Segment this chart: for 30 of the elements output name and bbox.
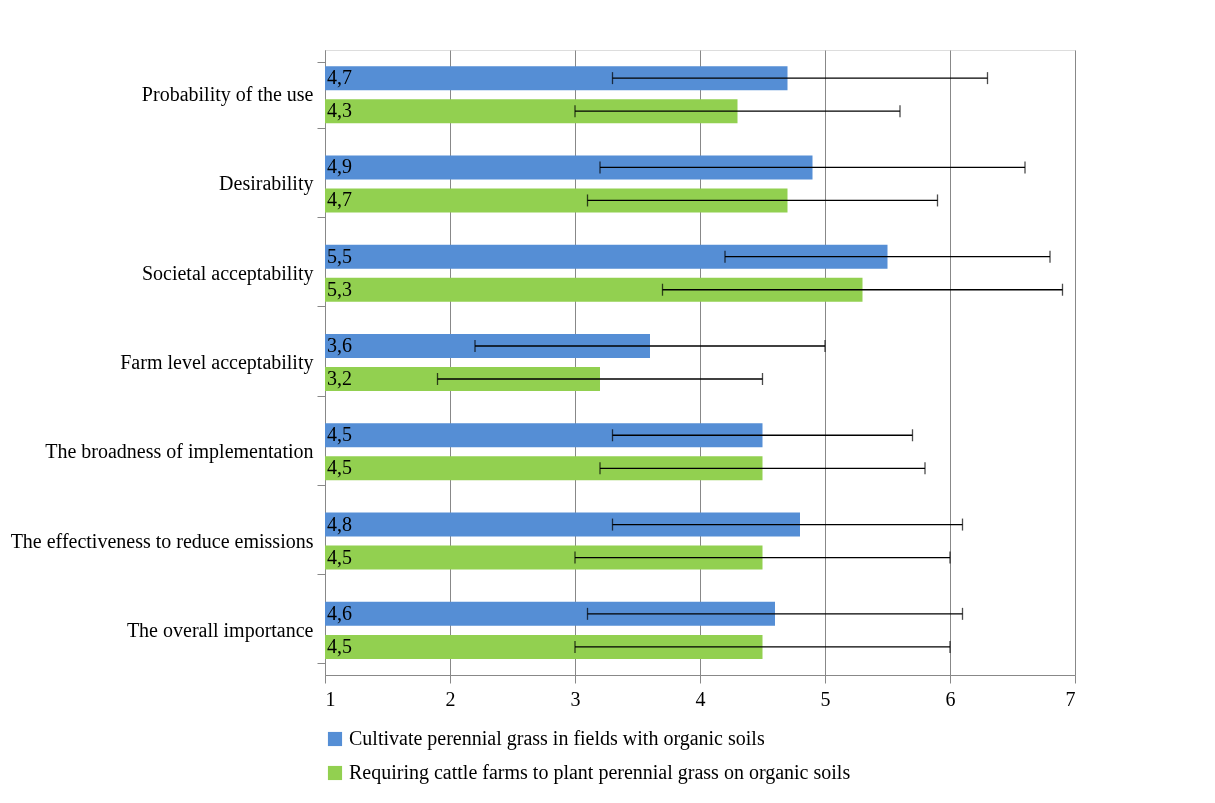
data-label: 4,8 [327,512,352,535]
x-tick-label: 1 [325,687,336,710]
y-tick-label: Farm level acceptability [120,351,314,374]
x-tick-label: 4 [695,687,706,710]
data-label: 4,9 [327,155,352,178]
x-tick-label: 7 [1065,687,1076,710]
data-label: 5,3 [327,277,352,300]
data-label: 4,5 [327,545,352,568]
data-label: 4,7 [327,66,352,89]
legend-label: Requiring cattle farms to plant perennial grass on organic soils [349,761,851,784]
data-label: 3,2 [327,367,352,390]
y-tick-label: The broadness of implementation [45,440,314,464]
data-label: 4,6 [327,601,352,624]
x-tick-label: 6 [945,687,956,710]
y-tick-label: The overall importance [126,618,314,642]
x-tick-label: 2 [445,687,456,710]
data-label: 4,5 [327,634,352,657]
data-label: 3,6 [327,333,352,356]
y-tick-label: The effectiveness to reduce emissions [10,529,314,552]
legend-label: Cultivate perennial grass in fields with organic soils [349,727,765,750]
x-tick-label: 3 [570,687,581,710]
data-label: 4,5 [327,456,352,479]
data-label: 4,3 [327,99,352,122]
x-tick-label: 5 [820,687,831,710]
y-tick-label: Desirability [219,172,314,196]
data-label: 5,5 [327,244,352,267]
y-tick-label: Probability of the use [141,83,314,107]
data-label: 4,7 [327,188,352,211]
data-label: 4,5 [327,423,352,446]
y-tick-label: Societal acceptability [141,261,314,285]
